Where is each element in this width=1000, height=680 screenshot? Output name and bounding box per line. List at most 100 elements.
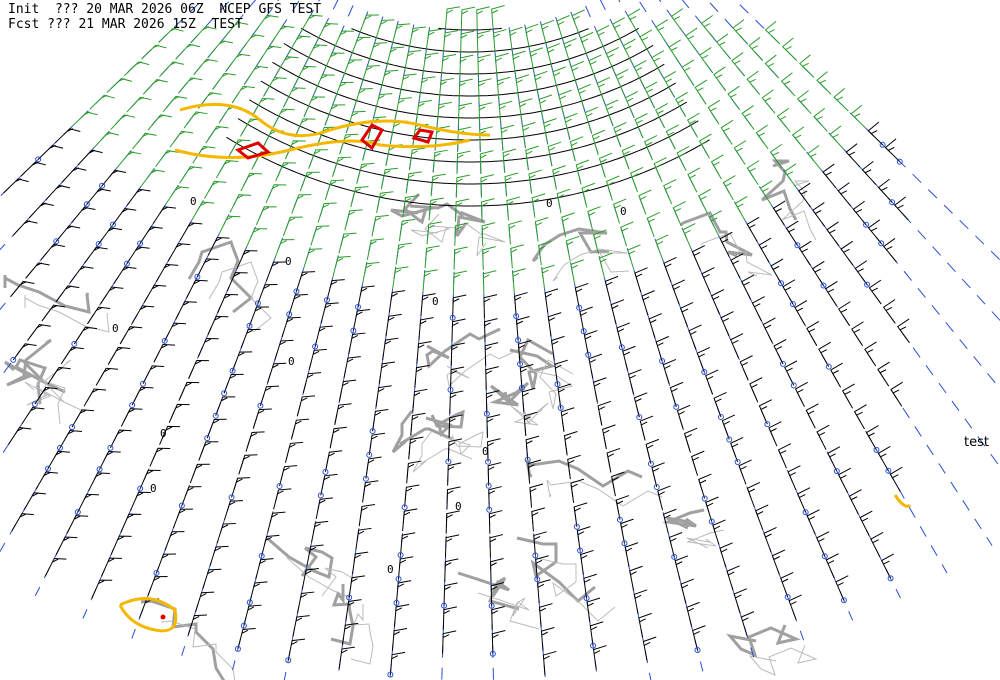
wind-barb bbox=[547, 141, 562, 167]
contour-label: 0 bbox=[387, 563, 394, 576]
wind-barb bbox=[88, 472, 110, 491]
wind-barb bbox=[816, 424, 830, 450]
wind-barb bbox=[518, 98, 533, 123]
wind-barb bbox=[12, 220, 38, 236]
station-circle bbox=[228, 494, 235, 501]
wind-barb bbox=[547, 312, 562, 337]
wind-barb bbox=[829, 125, 844, 150]
station-circle bbox=[885, 467, 892, 474]
station-circle bbox=[659, 357, 666, 364]
contour-gray bbox=[266, 536, 334, 580]
station-circle bbox=[653, 484, 660, 491]
wind-barb bbox=[676, 145, 690, 172]
wind-barb bbox=[483, 294, 498, 318]
wind-barb bbox=[877, 445, 891, 471]
station-circle bbox=[513, 313, 520, 320]
wind-barb bbox=[40, 243, 65, 261]
coastline bbox=[35, 379, 86, 425]
station-circle bbox=[820, 282, 827, 289]
station-circle bbox=[618, 344, 625, 351]
wind-barb bbox=[877, 361, 890, 387]
wind-barb bbox=[422, 52, 439, 75]
wind-barb bbox=[598, 152, 613, 178]
wind-barb bbox=[447, 438, 463, 462]
contour-label: 0 bbox=[482, 445, 489, 458]
wind-barb bbox=[20, 161, 46, 177]
station-circle bbox=[322, 468, 329, 475]
wind-barb bbox=[726, 565, 740, 591]
wind-barb bbox=[178, 77, 203, 94]
wind-barb bbox=[451, 318, 466, 342]
station-circle bbox=[673, 403, 680, 410]
wind-barb bbox=[638, 612, 652, 638]
wind-barb bbox=[380, 167, 399, 190]
wind-barb bbox=[292, 615, 310, 637]
wind-barb bbox=[315, 497, 333, 520]
station-circle bbox=[517, 360, 524, 367]
contour-label: 0 bbox=[546, 197, 553, 210]
wind-barb bbox=[71, 409, 95, 428]
wind-barb bbox=[66, 515, 89, 534]
wind-barb bbox=[98, 227, 123, 245]
wind-barb bbox=[446, 486, 461, 510]
wind-barb bbox=[460, 6, 476, 30]
wind-barb bbox=[864, 341, 877, 367]
wind-barb bbox=[436, 101, 452, 125]
wind-barb bbox=[209, 545, 229, 567]
wind-barb bbox=[139, 469, 161, 489]
meridian bbox=[637, 0, 993, 546]
wind-barb bbox=[681, 59, 695, 85]
wind-barb bbox=[402, 195, 419, 218]
wind-barb bbox=[564, 112, 578, 138]
wind-barb bbox=[320, 473, 338, 496]
wind-barb bbox=[187, 614, 207, 635]
wind-barb bbox=[622, 345, 636, 371]
wind-barb bbox=[84, 246, 108, 264]
coastline bbox=[477, 592, 540, 630]
wind-barb bbox=[533, 531, 547, 556]
wind-barb bbox=[759, 180, 773, 206]
wind-barb bbox=[320, 302, 339, 324]
wind-barb bbox=[299, 171, 320, 192]
wind-barb bbox=[824, 281, 838, 306]
red-dot bbox=[160, 614, 166, 620]
wind-barb bbox=[216, 522, 236, 544]
wind-barb bbox=[191, 201, 215, 220]
wind-barb bbox=[169, 130, 194, 148]
station-circle bbox=[554, 381, 561, 388]
wind-barb bbox=[719, 542, 733, 568]
wind-barb bbox=[215, 160, 239, 179]
wind-barb bbox=[845, 143, 861, 168]
wind-barb bbox=[610, 299, 625, 325]
wind-barb bbox=[764, 54, 780, 79]
wind-barb bbox=[430, 173, 446, 197]
wind-barb bbox=[385, 46, 405, 68]
wind-barb bbox=[352, 309, 371, 331]
wind-barb bbox=[398, 556, 414, 580]
station-circle bbox=[887, 575, 894, 582]
wind-barb bbox=[440, 54, 457, 77]
wind-barb bbox=[120, 408, 143, 427]
wind-barb bbox=[186, 279, 208, 299]
wind-barb bbox=[455, 174, 470, 198]
wind-barb bbox=[557, 383, 572, 408]
coastline bbox=[686, 529, 725, 549]
wind-barb bbox=[159, 425, 180, 445]
station-circle bbox=[878, 240, 885, 247]
wind-barb bbox=[525, 435, 540, 460]
wind-barb bbox=[806, 509, 820, 535]
wind-barb bbox=[596, 25, 610, 51]
wind-barb bbox=[719, 231, 733, 257]
coastline bbox=[445, 431, 484, 456]
latitude-arc bbox=[283, 43, 654, 97]
wind-barb bbox=[755, 124, 769, 150]
wind-barb bbox=[450, 342, 465, 366]
wind-barb bbox=[287, 638, 306, 661]
wind-barb bbox=[416, 340, 432, 364]
wind-barb bbox=[840, 240, 854, 266]
wind-barb bbox=[8, 427, 32, 445]
contour-orange bbox=[174, 138, 471, 159]
wind-barb bbox=[447, 462, 462, 486]
wind-barb bbox=[716, 33, 730, 58]
wind-barb bbox=[217, 294, 238, 314]
